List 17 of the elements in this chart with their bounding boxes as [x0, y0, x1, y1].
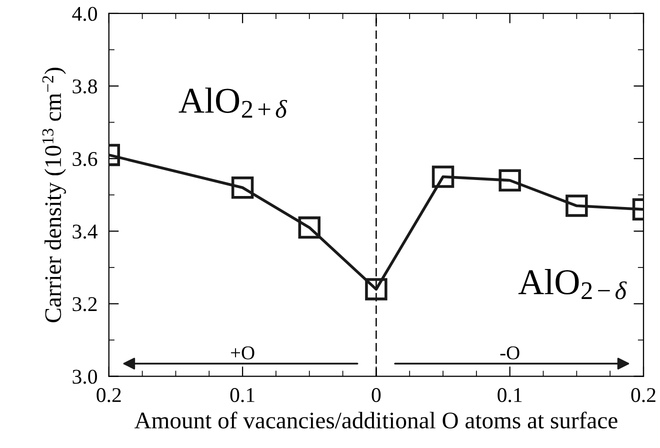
annotation: +O: [231, 346, 254, 360]
y-axis-title: Carrier density (10$^{13}$ cm$^{−2}$): [42, 68, 66, 322]
x-tick-label: 0: [372, 388, 381, 402]
y-tick-label: 3.6: [72, 152, 98, 166]
x-tick-label: 0.2: [96, 388, 121, 402]
y-tick-label: 3.2: [72, 297, 97, 312]
annotation: AlO$_{2+δ}$: [178, 88, 288, 118]
x-axis-title: Amount of vacancies/additional O atoms at surface: [134, 412, 618, 428]
x-tick-label: 0.1: [498, 388, 522, 402]
x-tick-label: 0.2: [631, 388, 656, 402]
annotation: -O: [500, 346, 520, 360]
y-tick-label: 4.0: [72, 6, 97, 21]
x-tick-label: 0.1: [230, 388, 254, 402]
y-tick-label: 3.0: [72, 370, 97, 384]
y-tick-label: 3.8: [72, 79, 97, 94]
y-tick-label: 3.4: [72, 224, 98, 239]
annotation: AlO$_{2−δ}$: [518, 269, 627, 300]
